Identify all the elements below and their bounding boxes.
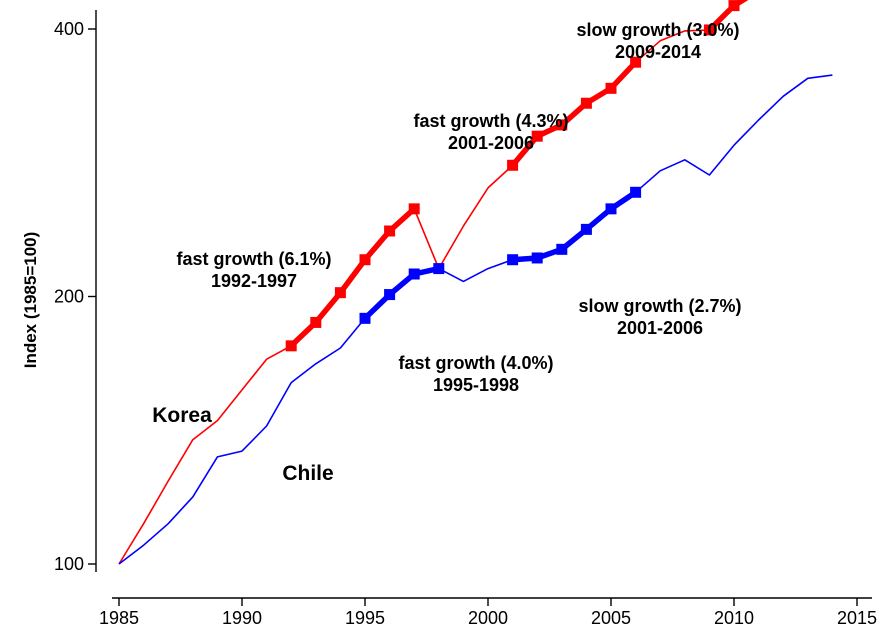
data-point-marker <box>531 252 543 264</box>
period-annotation: fast growth (4.0%) 1995-1998 <box>398 353 553 395</box>
data-point-marker <box>531 130 543 142</box>
x-tick-label: 1995 <box>345 608 385 627</box>
data-point-marker <box>728 0 740 12</box>
highlight-segment-chile <box>363 265 440 321</box>
data-point-marker <box>507 254 519 266</box>
data-point-marker <box>630 186 642 198</box>
data-point-marker <box>285 340 297 352</box>
data-point-marker <box>556 119 568 131</box>
period-annotation: slow growth (3.0%) 2009-2014 <box>576 20 739 62</box>
data-point-marker <box>384 225 396 237</box>
data-point-marker <box>433 263 445 275</box>
period-annotation: fast growth (4.3%) 2001-2006 <box>413 111 568 153</box>
x-tick-label: 2005 <box>591 608 631 627</box>
data-point-marker <box>507 159 519 171</box>
data-point-marker <box>408 203 420 215</box>
data-point-marker <box>605 82 617 94</box>
series-lines <box>118 0 833 565</box>
series-label-chile: Chile <box>282 462 333 485</box>
data-point-marker <box>556 243 568 255</box>
axes: 100 200 400 1985 1990 1995 2000 2005 2010 2015 Ind… <box>21 10 877 627</box>
highlight-segment-chile <box>512 190 638 263</box>
data-point-marker <box>359 254 371 266</box>
series-label-korea: Korea <box>152 404 212 427</box>
data-point-marker <box>384 289 396 301</box>
period-annotation: slow growth (2.7%) 2001-2006 <box>578 296 741 338</box>
series-line-chile <box>118 74 833 565</box>
period-annotation: fast growth (6.1%) 1992-1997 <box>176 249 331 291</box>
y-tick-label: 200 <box>54 287 84 307</box>
data-point-marker <box>630 56 642 68</box>
y-tick-label: 100 <box>54 554 84 574</box>
data-point-marker <box>334 287 346 299</box>
data-point-marker <box>580 97 592 109</box>
data-point-marker <box>408 268 420 280</box>
data-point-marker <box>310 316 322 328</box>
annotations: fast growth (6.1%) 1992-1997 fast growth (… <box>152 20 741 485</box>
y-axis-title: Index (1985=100) <box>21 232 40 369</box>
x-tick-label: 1990 <box>222 608 262 627</box>
data-point-marker <box>703 24 715 36</box>
data-point-marker <box>605 203 617 215</box>
data-point-marker <box>580 223 592 235</box>
x-tick-label: 2010 <box>714 608 754 627</box>
x-tick-label: 2015 <box>837 608 877 627</box>
x-tick-label: 1985 <box>99 608 139 627</box>
y-tick-label: 400 <box>54 19 84 39</box>
x-tick-label: 2000 <box>468 608 508 627</box>
data-point-marker <box>359 312 371 324</box>
highlight-segment-korea <box>289 206 417 348</box>
